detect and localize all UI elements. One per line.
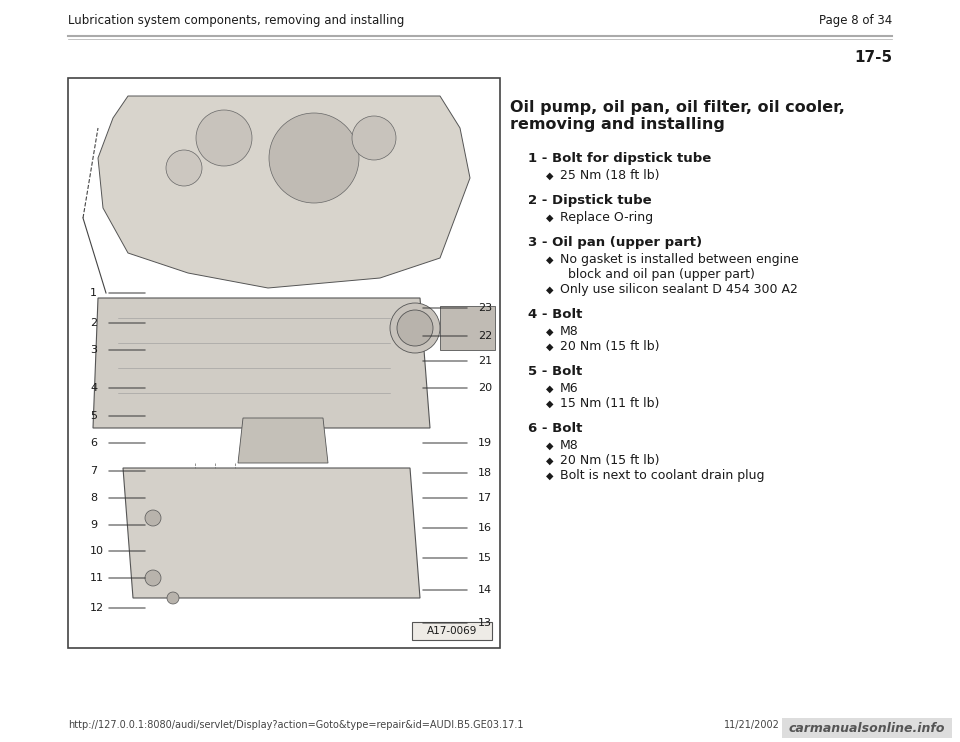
Text: 17-5: 17-5 [853,50,892,65]
Text: 18: 18 [478,468,492,478]
Text: 17: 17 [478,493,492,503]
Text: 1: 1 [90,288,97,298]
Text: ◆: ◆ [546,171,554,180]
Text: removing and installing: removing and installing [510,117,725,132]
Text: ◆: ◆ [546,441,554,450]
Text: 11: 11 [90,573,104,583]
Text: Replace O-ring: Replace O-ring [560,211,653,224]
Circle shape [397,310,433,346]
Text: 5 - Bolt: 5 - Bolt [528,365,583,378]
Text: carmanualsonline.info: carmanualsonline.info [789,721,946,735]
Text: 20 Nm (15 ft lb): 20 Nm (15 ft lb) [560,454,660,467]
Text: 4 - Bolt: 4 - Bolt [528,308,583,321]
Text: M8: M8 [560,439,579,452]
Text: 15 Nm (11 ft lb): 15 Nm (11 ft lb) [560,397,660,410]
Text: 15: 15 [478,553,492,563]
Text: 25 Nm (18 ft lb): 25 Nm (18 ft lb) [560,169,660,182]
Bar [68,78,500,648]
Text: 12: 12 [90,603,104,613]
Text: 3 - Oil pan (upper part): 3 - Oil pan (upper part) [528,236,702,249]
Text: ◆: ◆ [546,384,554,393]
Text: 6 - Bolt: 6 - Bolt [528,422,583,435]
Circle shape [269,113,359,203]
Text: ◆: ◆ [546,284,554,295]
Text: ◆: ◆ [546,326,554,337]
Text: 11/21/2002: 11/21/2002 [724,720,780,730]
Text: 7: 7 [90,466,97,476]
Text: Page 8 of 34: Page 8 of 34 [819,14,892,27]
Text: 22: 22 [478,331,492,341]
Circle shape [390,303,440,353]
Polygon shape [238,418,328,463]
Circle shape [352,116,396,160]
Text: Lubrication system components, removing and installing: Lubrication system components, removing … [68,14,404,27]
Text: http://127.0.0.1:8080/audi/servlet/Display?action=Goto&type=repair&id=AUDI.B5.GE: http://127.0.0.1:8080/audi/servlet/Displ… [68,720,523,730]
Text: 20: 20 [478,383,492,393]
Bar [440,306,495,350]
Circle shape [145,510,161,526]
Text: 23: 23 [478,303,492,313]
Text: 1 - Bolt for dipstick tube: 1 - Bolt for dipstick tube [528,152,711,165]
Text: 19: 19 [478,438,492,448]
Bar [412,622,492,640]
Text: Only use silicon sealant D 454 300 A2: Only use silicon sealant D 454 300 A2 [560,283,798,296]
Circle shape [167,592,179,604]
Text: 2: 2 [90,318,97,328]
Circle shape [196,110,252,166]
Text: ◆: ◆ [546,456,554,465]
Text: ◆: ◆ [546,212,554,223]
Text: 21: 21 [478,356,492,366]
Text: 16: 16 [478,523,492,533]
Text: A17-0069: A17-0069 [427,626,477,636]
Text: M6: M6 [560,382,579,395]
Polygon shape [123,468,420,598]
Text: 4: 4 [90,383,97,393]
Text: ◆: ◆ [546,341,554,352]
Text: 10: 10 [90,546,104,556]
Polygon shape [93,298,430,428]
Text: 20 Nm (15 ft lb): 20 Nm (15 ft lb) [560,340,660,353]
Text: 13: 13 [478,618,492,628]
Text: ◆: ◆ [546,255,554,264]
Text: Bolt is next to coolant drain plug: Bolt is next to coolant drain plug [560,469,764,482]
Polygon shape [98,96,470,288]
Bar [782,718,952,738]
Text: 3: 3 [90,345,97,355]
Text: Oil pump, oil pan, oil filter, oil cooler,: Oil pump, oil pan, oil filter, oil coole… [510,100,845,115]
Circle shape [166,150,202,186]
Text: ◆: ◆ [546,398,554,409]
Text: 14: 14 [478,585,492,595]
Circle shape [145,570,161,586]
Text: block and oil pan (upper part): block and oil pan (upper part) [568,268,755,281]
Text: ◆: ◆ [546,470,554,481]
Text: 9: 9 [90,520,97,530]
Text: No gasket is installed between engine: No gasket is installed between engine [560,253,799,266]
Text: 8: 8 [90,493,97,503]
Text: 6: 6 [90,438,97,448]
Text: 2 - Dipstick tube: 2 - Dipstick tube [528,194,652,207]
Text: M8: M8 [560,325,579,338]
Text: 5: 5 [90,411,97,421]
